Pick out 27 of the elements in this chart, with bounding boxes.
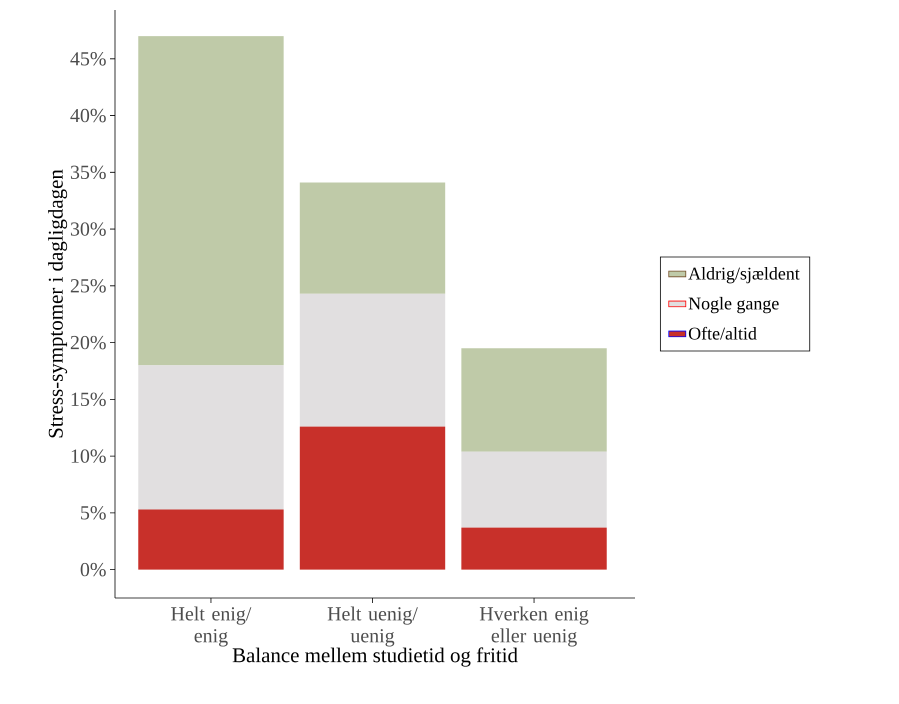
y-tick-label: 5% xyxy=(81,506,106,520)
bar xyxy=(461,452,607,528)
y-axis-title: Stress-symptomer i dagligdagen xyxy=(48,169,68,438)
bar xyxy=(300,182,446,294)
x-tick-label: Helt enig/ enig xyxy=(171,606,252,647)
legend-label: Nogle gange xyxy=(688,296,779,314)
y-tick-label: 25% xyxy=(70,279,106,293)
bar xyxy=(461,348,607,452)
bar xyxy=(461,528,607,570)
y-tick-label: 30% xyxy=(70,222,106,236)
legend-label: Aldrig/sjældent xyxy=(688,267,800,284)
y-tick-label: 45% xyxy=(70,52,106,66)
bar xyxy=(138,365,284,510)
x-axis-title: Balance mellem studietid og fritid xyxy=(232,647,518,667)
y-tick-label: 40% xyxy=(70,108,106,122)
legend-label: Ofte/altid xyxy=(688,326,757,340)
bar xyxy=(138,36,284,366)
y-tick-label: 15% xyxy=(72,392,106,406)
y-tick-label: 20% xyxy=(70,336,106,350)
bar xyxy=(138,509,284,570)
y-tick-label: 10% xyxy=(72,449,106,463)
y-tick-label: 35% xyxy=(70,166,106,180)
x-tick-label: Hverken enig eller uenig xyxy=(480,606,588,647)
bar xyxy=(300,294,446,427)
bar xyxy=(300,426,446,570)
x-tick-label: Helt uenig/ uenig xyxy=(328,606,418,647)
y-tick-label: 0% xyxy=(80,562,106,576)
